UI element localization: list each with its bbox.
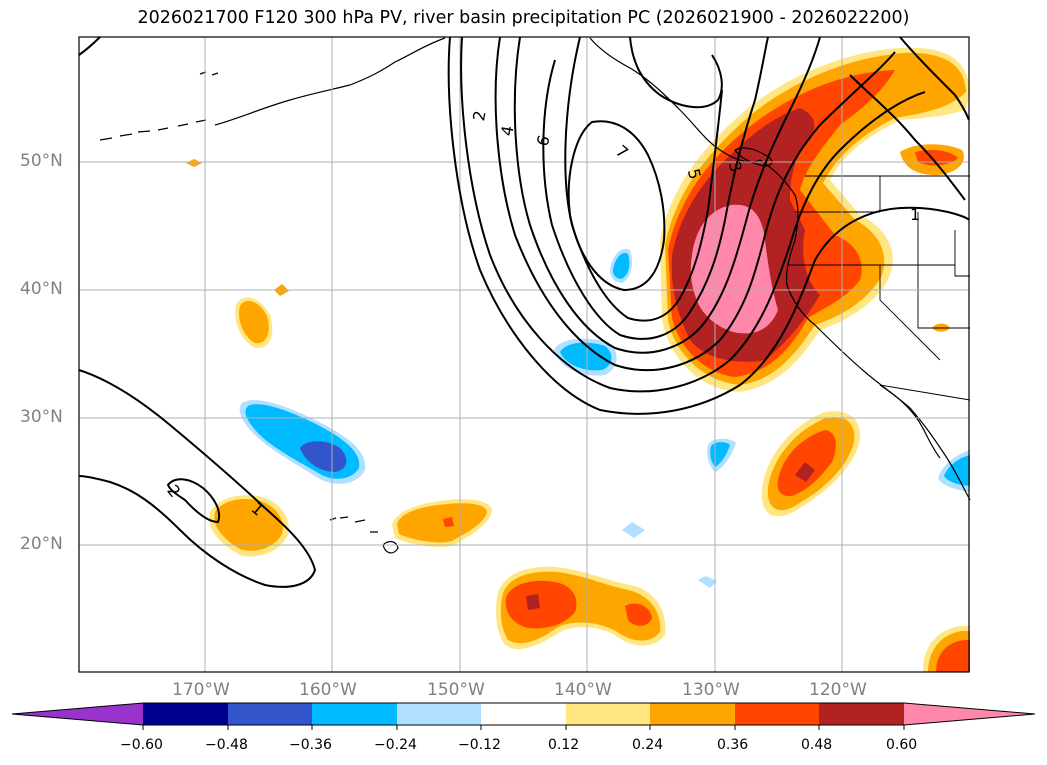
pv-contour-4 [513,36,821,354]
colorbar-tick-label: 0.48 [801,737,833,753]
precip-east-darkred [795,462,815,482]
alaska-coast [214,37,446,126]
lon-label-160w: 160°W [299,680,357,700]
colorbar-bin-6 [566,703,650,725]
colorbar-bin-1 [143,703,228,725]
pv-contour-6 [564,36,723,322]
gridlines [79,37,969,672]
colorbar-extend-high [904,703,1035,725]
ca-nv-border [879,265,941,361]
alaska-panhandle [589,37,761,163]
colorbar-bin-2 [228,703,312,725]
colorbar-bin-5 [481,703,566,725]
precip-south-darkred [526,594,540,610]
colorbar-bin-9 [819,703,904,725]
pv-contour-1-east [447,36,970,415]
colorbar-tick-label: 0.36 [717,737,749,753]
map-frame [78,36,970,673]
precip-midwest-orange [239,300,269,344]
precip-se-orangered [936,640,970,672]
colorbar-tick-label: −0.24 [374,737,417,753]
colorbar-bin-4 [397,703,481,725]
precip-south-orangered-2 [625,603,652,626]
pv-contour-3 [494,36,896,372]
colorbar-bin-8 [735,703,819,725]
contour-label-7: 7 [612,141,632,162]
pv-contour-7 [567,120,666,292]
coastlines [99,37,971,554]
precip-neg-cyan-3 [613,252,630,279]
pv-contour-north-a [629,36,723,109]
bc-coast [759,159,971,501]
lon-label-120w: 120°W [809,680,867,700]
precip-neg-lightblue-6 [698,576,717,588]
precip-east-orangered [777,430,836,497]
precip-west-orange [214,499,283,551]
lat-label-40n: 40°N [20,279,63,299]
lon-label-150w: 150°W [427,680,485,700]
colorbar-extend-low [12,703,143,725]
contour-label-5: 5 [684,167,705,182]
colorbar [11,702,1036,730]
precip-shading [186,47,970,672]
lat-label-30n: 30°N [20,407,63,427]
lon-label-170w: 170°W [172,680,230,700]
contour-label-1-east: 1 [910,205,920,224]
colorbar-tick-label: −0.12 [458,737,501,753]
vancouver-island [734,147,773,167]
pv-contours [78,36,970,588]
precip-tiny-orange-2 [186,159,202,167]
mexico-border [879,384,971,401]
precip-hawaii-orangered [443,517,454,527]
colorbar-tick-label: 0.60 [886,737,918,753]
idaho-border [879,176,919,265]
lat-label-50n: 50°N [20,151,63,171]
baja-coast [879,384,941,459]
hawaii-islands [329,516,399,554]
colorbar-bin-3 [312,703,397,725]
nevada-az [917,265,970,329]
precip-neg-cyan-2 [560,342,612,371]
precip-blob-coast-pink [690,204,778,334]
precip-neg-lightblue-5 [622,522,645,538]
contour-label-4: 4 [497,124,517,137]
pv-contour-1-west [78,369,317,588]
lat-label-20n: 20°N [20,534,63,554]
colorbar-tick-label: −0.60 [120,737,163,753]
colorbar-tick-label: −0.48 [205,737,248,753]
contour-label-3: 3 [725,159,746,174]
pv-contour-5 [542,36,769,340]
colorbar-tick-label: 0.12 [548,737,580,753]
lon-label-140w: 140°W [554,680,612,700]
pv-contour-nw-corner [78,36,101,56]
pv-contour-2 [460,36,926,393]
contour-label-2: 2 [469,109,489,122]
pv-contour-north-b [849,74,966,201]
precip-hawaii-orange [397,503,487,543]
precip-south-orangered [505,580,577,629]
map-title: 2026021700 F120 300 hPa PV, river basin … [137,8,910,28]
pv-contour-2-west [166,478,221,524]
aleutian-islands [99,71,219,141]
interior-line [954,230,970,277]
state-borders [788,175,971,401]
colorbar-tick-label: −0.36 [289,737,332,753]
colorbar-bin-7 [650,703,735,725]
pv-contour-north-c [899,36,970,121]
colorbar-tick-label: 0.24 [632,737,664,753]
precip-neg-cyan-7 [944,455,970,486]
precip-neg-blue-1 [300,441,347,472]
lon-label-130w: 130°W [682,680,740,700]
